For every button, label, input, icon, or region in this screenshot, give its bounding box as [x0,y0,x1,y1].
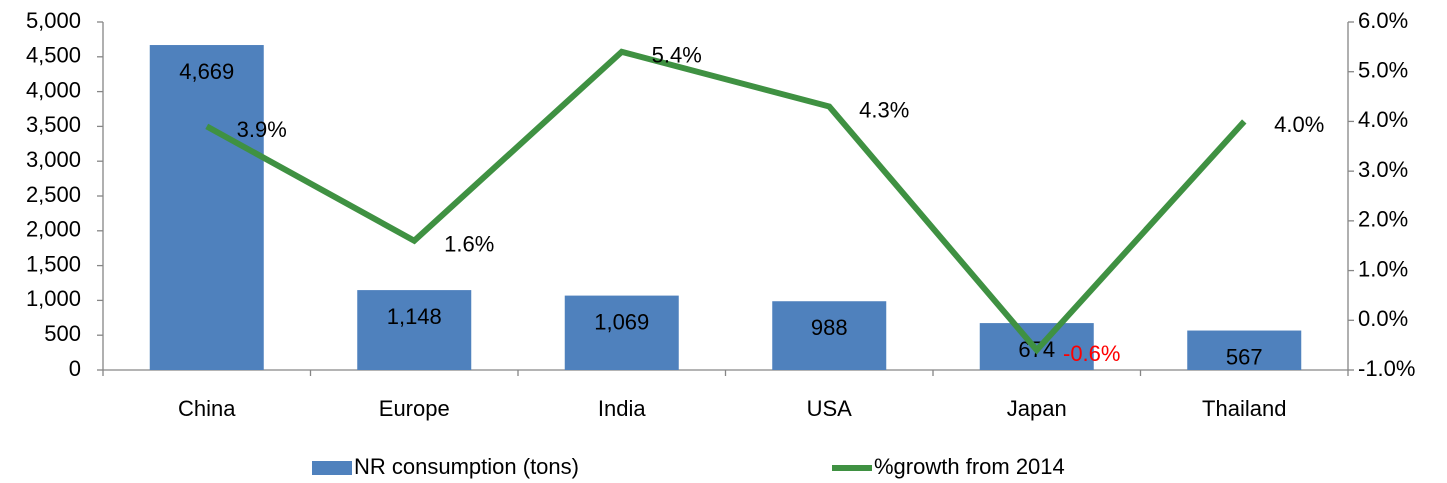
y-tick-label: 1,500 [26,251,81,276]
legend-swatch [312,461,352,475]
line-value-label: 4.3% [859,97,909,122]
y-tick-label: 1,000 [26,286,81,311]
y2-tick-label: -1.0% [1358,356,1415,381]
line-value-label: -0.6% [1063,341,1120,366]
y-tick-label: 5,000 [26,8,81,33]
y2-tick-label: 4.0% [1358,107,1408,132]
bar [772,301,887,370]
line [205,48,1247,355]
y2-tick-label: 3.0% [1358,157,1408,182]
bar-value-label: 1,069 [594,309,649,334]
y2-tick-label: 0.0% [1358,306,1408,331]
y-tick-label: 0 [69,356,81,381]
x-tick-label: China [178,396,236,421]
line-value-label: 4.0% [1274,112,1324,137]
y-tick-label: 4,500 [26,43,81,68]
y2-tick-label: 5.0% [1358,58,1408,83]
y-tick-label: 4,000 [26,77,81,102]
x-tick-label: India [598,396,646,421]
bar-value-label: 4,669 [179,59,234,84]
line-value-label: 1.6% [444,232,494,257]
y2-tick-label: 2.0% [1358,207,1408,232]
bar [357,290,472,370]
bar-value-label: 988 [811,315,848,340]
line-value-label: 5.4% [652,43,702,68]
y-tick-label: 3,000 [26,147,81,172]
bar [564,295,679,370]
x-tick-label: Europe [379,396,450,421]
y-tick-label: 500 [44,321,81,346]
y-tick-label: 2,000 [26,217,81,242]
y-tick-label: 3,500 [26,112,81,137]
legend-label: %growth from 2014 [874,454,1065,479]
legend-label: NR consumption (tons) [354,454,579,479]
y2-tick-label: 1.0% [1358,256,1408,281]
bar [1187,330,1302,370]
x-tick-label: Thailand [1202,396,1286,421]
y-tick-label: 2,500 [26,182,81,207]
bar-value-label: 567 [1226,344,1263,369]
y2-tick-label: 6.0% [1358,8,1408,33]
line-value-label: 3.9% [237,117,287,142]
x-tick-label: USA [807,396,853,421]
bar [149,45,264,371]
x-tick-label: Japan [1007,396,1067,421]
bar-value-label: 1,148 [387,304,442,329]
